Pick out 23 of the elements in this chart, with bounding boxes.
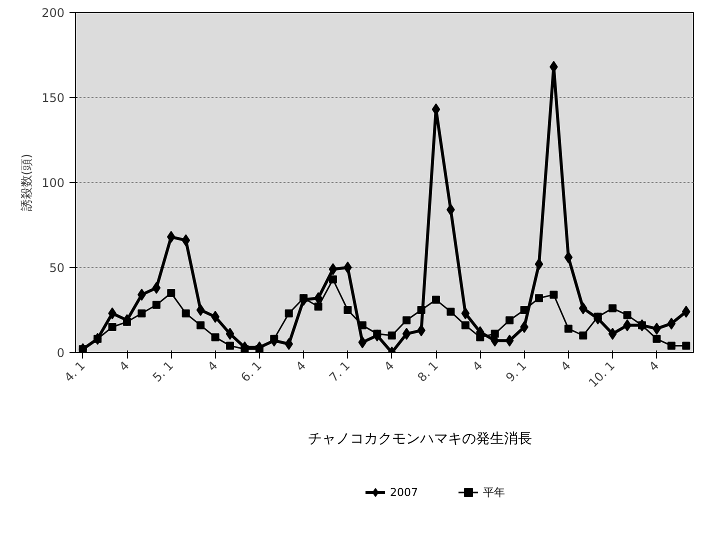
y-axis-title: 誘殺数(頭): [20, 154, 34, 212]
y-tick-label: 50: [49, 261, 65, 275]
x-tick-label: 8. 1: [414, 358, 441, 385]
y-tick-label: 0: [56, 346, 65, 360]
legend-label: 平年: [483, 484, 505, 500]
x-tick-label: 7. 1: [326, 358, 353, 385]
x-tick-label: 4. 1: [62, 358, 88, 385]
y-tick-label: 150: [42, 91, 64, 105]
x-tick-label: 4: [470, 358, 486, 374]
x-tick-label: 5. 1: [150, 358, 176, 385]
x-tick-label: 6. 1: [238, 358, 264, 385]
x-tick-label: 9. 1: [503, 358, 530, 385]
y-tick-label: 100: [42, 176, 64, 190]
x-tick-label: 4: [293, 358, 309, 374]
text: チャノコカクモンハマキの発生消長: [308, 431, 532, 447]
x-tick-label: 4: [204, 358, 220, 374]
legend-label: 2007: [390, 486, 418, 498]
x-tick-label: 4: [116, 358, 132, 374]
x-tick-label: 4: [558, 358, 574, 374]
x-tick-label: 4: [646, 358, 662, 374]
x-tick-label: 4: [382, 358, 397, 374]
x-tick-label: 10. 1: [586, 358, 618, 390]
y-tick-label: 200: [42, 6, 64, 20]
